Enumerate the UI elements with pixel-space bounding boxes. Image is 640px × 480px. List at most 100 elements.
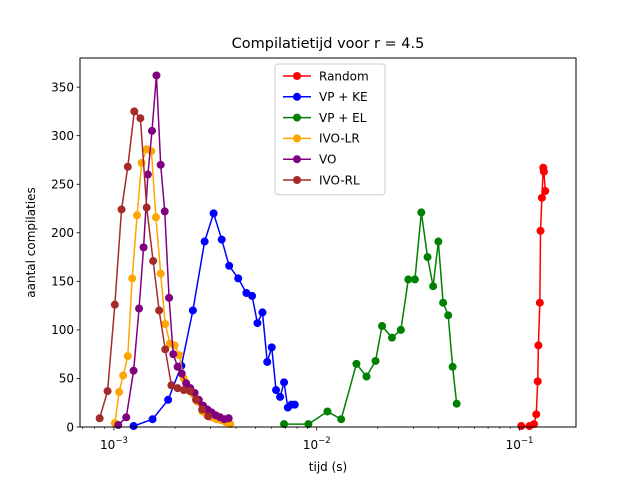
- data-point: [147, 126, 156, 135]
- data-point: [258, 308, 267, 317]
- data-point: [276, 392, 285, 401]
- data-point: [160, 207, 169, 216]
- data-point: [224, 414, 233, 423]
- legend-item: Random: [283, 69, 369, 83]
- data-point: [133, 211, 142, 220]
- legend-swatch-marker: [293, 134, 301, 143]
- series-line: [284, 211, 458, 425]
- data-point: [192, 395, 201, 404]
- x-tick-label: 10−3: [100, 436, 128, 452]
- data-point: [532, 410, 541, 419]
- x-tick-label-exponent: −1: [521, 436, 534, 446]
- y-tick-label: 50: [59, 372, 74, 386]
- data-point: [337, 415, 346, 424]
- x-tick-label: 10−1: [506, 436, 534, 452]
- legend-swatch-marker: [293, 176, 301, 184]
- data-point: [129, 422, 138, 431]
- data-point: [530, 420, 539, 429]
- y-axis-label: aantal compilaties: [24, 187, 38, 297]
- data-point: [165, 293, 174, 302]
- data-point: [378, 322, 387, 331]
- legend-swatch-marker: [293, 155, 301, 164]
- data-point: [209, 209, 218, 218]
- legend-item: VP + EL: [283, 111, 367, 125]
- legend: Random VP + KE VP + EL IVO-LR VO IVO-RL: [274, 63, 386, 196]
- data-point: [185, 387, 194, 396]
- data-point: [234, 274, 243, 283]
- series-vp-el: [280, 208, 461, 429]
- data-point: [225, 261, 234, 270]
- data-point: [143, 170, 152, 179]
- data-point: [248, 291, 257, 300]
- data-point: [152, 71, 161, 80]
- legend-item: VO: [283, 153, 336, 167]
- data-point: [387, 333, 396, 342]
- data-point: [119, 371, 128, 380]
- series-random: [517, 163, 550, 431]
- data-point: [280, 378, 289, 387]
- series-layer: [95, 71, 550, 431]
- data-point: [173, 384, 182, 393]
- data-point: [128, 274, 137, 283]
- data-point: [535, 298, 544, 307]
- data-point: [204, 412, 213, 421]
- data-point: [434, 237, 443, 246]
- data-point: [263, 357, 272, 366]
- legend-item: IVO-LR: [283, 132, 360, 146]
- data-point: [533, 377, 542, 386]
- data-point: [173, 362, 182, 371]
- x-tick-label-base: 10: [100, 438, 115, 452]
- legend-label: VO: [319, 153, 336, 167]
- data-point: [280, 420, 289, 429]
- data-point: [155, 306, 164, 315]
- data-point: [123, 352, 132, 361]
- y-axis: 0 50 100 150 200 250 300 350: [51, 80, 80, 434]
- data-point: [156, 160, 165, 169]
- data-point: [122, 413, 131, 422]
- axes-border: [79, 57, 577, 428]
- data-point: [352, 359, 361, 368]
- data-point: [175, 351, 184, 360]
- data-point: [177, 369, 186, 378]
- data-point: [136, 114, 145, 123]
- x-axis: 10−3 10−2 10−1: [82, 427, 534, 452]
- data-point: [290, 400, 299, 409]
- y-tick-label: 150: [51, 275, 74, 289]
- data-point: [272, 386, 281, 395]
- data-point: [167, 381, 176, 390]
- data-point: [117, 205, 126, 214]
- x-tick-label-base: 10: [303, 438, 318, 452]
- data-point: [417, 208, 426, 217]
- data-point: [114, 421, 123, 430]
- data-point: [103, 387, 112, 396]
- data-point: [439, 298, 448, 307]
- x-tick-label: 10−2: [303, 436, 331, 452]
- series-ivo-rl: [95, 107, 213, 423]
- data-point: [323, 407, 332, 416]
- data-point: [444, 311, 453, 320]
- data-point: [198, 405, 207, 414]
- data-point: [200, 237, 209, 246]
- data-point: [135, 304, 144, 313]
- data-point: [123, 162, 132, 171]
- data-point: [148, 415, 157, 424]
- data-point: [362, 372, 371, 381]
- data-point: [404, 275, 413, 284]
- data-point: [169, 350, 178, 359]
- data-point: [448, 362, 457, 371]
- legend-label: VP + EL: [319, 111, 367, 125]
- y-tick-label: 100: [51, 323, 74, 337]
- legend-label: IVO-LR: [319, 132, 360, 146]
- legend-swatch-marker: [293, 92, 301, 101]
- legend-item: VP + KE: [283, 90, 368, 104]
- data-point: [537, 193, 546, 202]
- y-tick-label: 350: [51, 80, 74, 94]
- legend-item: IVO-RL: [283, 173, 360, 187]
- data-point: [541, 187, 550, 196]
- legend-swatch-marker: [293, 113, 301, 122]
- data-point: [396, 325, 405, 334]
- data-point: [161, 320, 170, 329]
- series-vp-ke: [129, 209, 299, 431]
- data-point: [534, 341, 543, 350]
